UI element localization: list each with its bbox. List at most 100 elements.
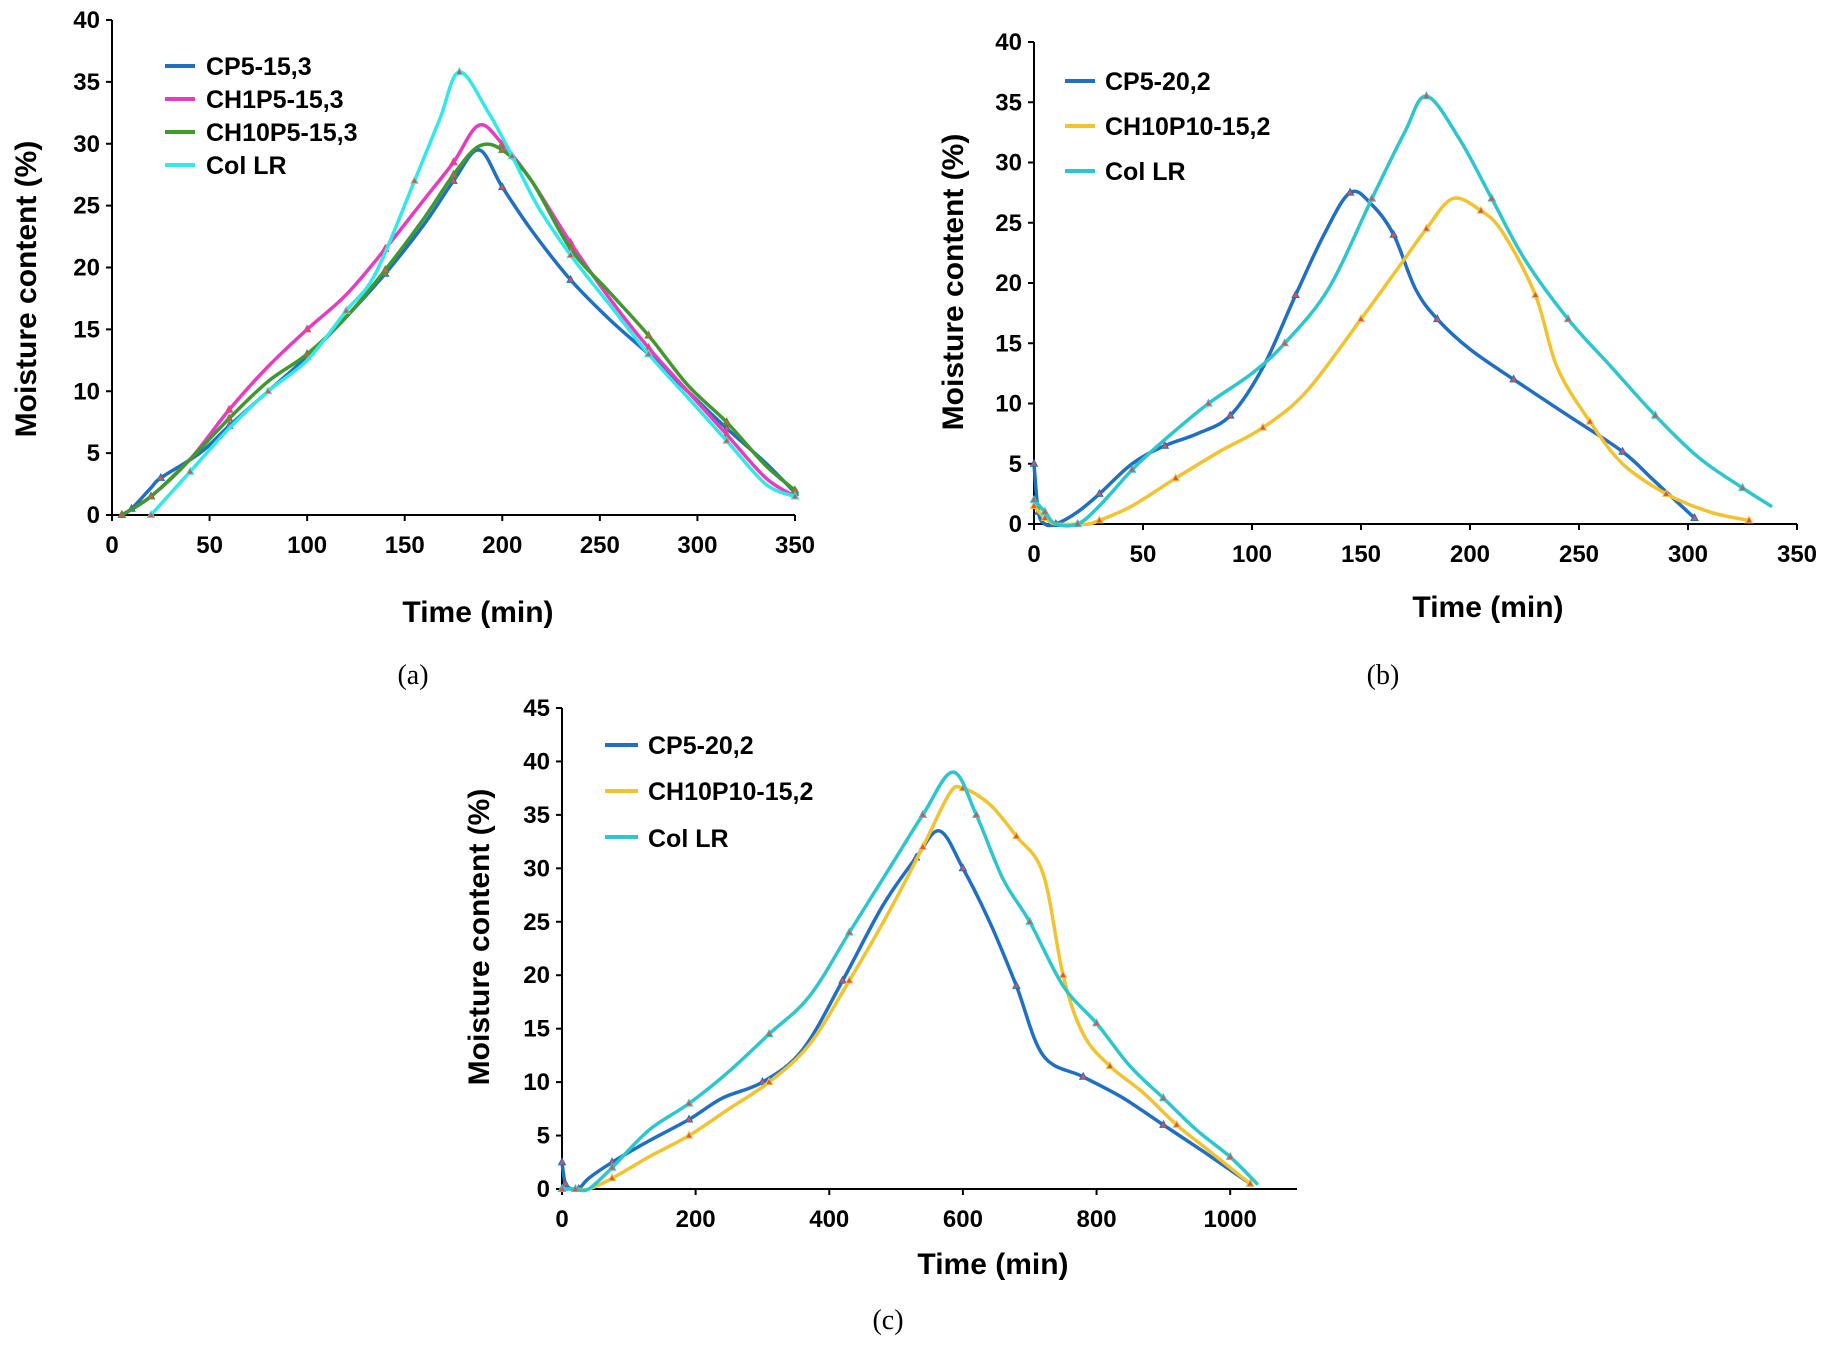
- chart-c-x-tick-label: 1000: [1203, 1206, 1256, 1233]
- chart-b-y-tick-label: 30: [995, 150, 1022, 177]
- chart-c-data-point: [1159, 1093, 1168, 1102]
- chart-c-y-tick-label: 45: [523, 695, 550, 722]
- chart-c-data-point: [844, 975, 854, 984]
- chart-c-data-point: [557, 1183, 567, 1192]
- chart-b-series-line-1: [1032, 189, 1697, 528]
- chart-a-data-point: [156, 472, 166, 481]
- chart-a-x-tick-label: 0: [105, 532, 118, 559]
- chart-a-data-point: [722, 417, 732, 426]
- chart-a-x-tick-label: 200: [482, 532, 522, 559]
- chart-panel-a: Time (min) Moisture content (%) (a) CP5-…: [10, 7, 815, 691]
- chart-a-legend-label-2: CH1P5-15,3: [206, 86, 344, 114]
- chart-a-series-line-2: [120, 122, 797, 517]
- chart-c-x-tick-label: 600: [943, 1206, 983, 1233]
- chart-c-legend-label-2: CH10P10-15,2: [648, 778, 813, 806]
- chart-a-x-tick-label: 50: [196, 532, 223, 559]
- chart-c-data-point: [607, 1162, 617, 1171]
- chart-c-y-tick-label: 40: [523, 748, 550, 775]
- chart-b-data-point: [1225, 410, 1235, 419]
- chart-c-data-point: [1225, 1151, 1235, 1160]
- chart-a-legend-label-1: CP5-15,3: [206, 53, 312, 81]
- chart-b-data-point: [1531, 290, 1540, 299]
- chart-a-x-tick-label: 350: [775, 532, 815, 559]
- chart-a-series-line-3: [120, 142, 797, 517]
- chart-b-data-point: [1744, 515, 1754, 524]
- chart-a-x-tick-label: 150: [385, 532, 425, 559]
- chart-b-ylabel: Moisture content (%): [937, 134, 970, 431]
- chart-b-y-tick-label: 10: [995, 391, 1022, 418]
- chart-b-data-point: [1204, 398, 1213, 407]
- chart-c-data-point: [684, 1114, 694, 1123]
- chart-a-data-point: [449, 169, 458, 178]
- chart-a-y-tick-label: 10: [73, 378, 100, 405]
- chart-a-y-tick-label: 0: [87, 502, 100, 529]
- chart-c-y-tick-label: 25: [523, 909, 550, 936]
- chart-c-data-point: [1172, 1119, 1182, 1128]
- chart-b-data-point: [1280, 338, 1290, 347]
- chart-a-series-line-1: [120, 148, 797, 517]
- chart-a-legend-label-3: CH10P5-15,3: [206, 119, 357, 147]
- chart-c-data-point: [971, 809, 981, 818]
- chart-a-y-tick-label: 30: [73, 131, 100, 158]
- chart-b-data-point: [1422, 223, 1431, 232]
- chart-c-data-point: [918, 841, 928, 850]
- chart-c-data-point: [764, 1028, 774, 1037]
- chart-b-data-point: [1432, 314, 1442, 323]
- chart-c-data-point: [571, 1183, 580, 1192]
- chart-b-series-line-2: [1032, 196, 1751, 527]
- chart-c-y-tick-label: 20: [523, 962, 550, 989]
- chart-c-y-tick-label: 5: [537, 1123, 550, 1150]
- chart-a-data-point: [507, 151, 517, 160]
- chart-c-data-point: [918, 809, 928, 818]
- chart-c-x-tick-label: 0: [555, 1206, 568, 1233]
- chart-b-data-point: [1509, 374, 1518, 383]
- chart-c-data-point: [1058, 970, 1068, 979]
- chart-a-data-point: [146, 491, 156, 500]
- chart-b-legend-label-3: Col LR: [1105, 158, 1186, 186]
- chart-c-data-point: [560, 1178, 570, 1187]
- chart-a-x-tick-label: 100: [287, 532, 327, 559]
- chart-b-data-point: [1389, 229, 1399, 238]
- chart-a-data-point: [497, 182, 507, 191]
- chart-b-data-point: [1661, 488, 1671, 497]
- chart-b-y-tick-label: 25: [995, 210, 1022, 237]
- chart-a-data-point: [449, 157, 458, 166]
- chart-a-data-point: [224, 413, 234, 422]
- chart-c-data-point: [557, 1157, 567, 1166]
- chart-c-y-tick-label: 30: [523, 855, 550, 882]
- chart-c-data-point: [838, 975, 847, 984]
- chart-a-xlabel: Time (min): [402, 596, 553, 629]
- chart-b-data-point: [1563, 314, 1573, 323]
- chart-a-y-tick-label: 20: [73, 255, 100, 282]
- chart-c-data-point: [1159, 1119, 1168, 1128]
- chart-c-data-point: [1092, 1018, 1101, 1027]
- chart-c-data-point: [758, 1077, 767, 1086]
- chart-b-data-point: [1258, 422, 1268, 431]
- chart-a-data-point: [146, 509, 156, 518]
- chart-b-y-tick-label: 35: [995, 89, 1022, 116]
- chart-b-data-point: [1690, 512, 1699, 521]
- chart-a-y-tick-label: 15: [73, 316, 100, 343]
- chart-b-x-tick-label: 100: [1232, 541, 1272, 568]
- chart-a-data-point: [341, 305, 351, 314]
- chart-a-data-point: [722, 435, 732, 444]
- chart-a-data-point: [185, 466, 195, 475]
- chart-c-legend-label-1: CP5-20,2: [648, 732, 754, 760]
- chart-c-data-point: [607, 1173, 617, 1182]
- chart-c-data-point: [1012, 980, 1021, 989]
- chart-b-y-tick-label: 15: [995, 330, 1022, 357]
- chart-a-data-point: [302, 349, 312, 358]
- chart-a-data-point: [380, 264, 390, 273]
- chart-a-data-point: [410, 175, 419, 184]
- chart-c-x-tick-label: 200: [676, 1206, 716, 1233]
- chart-a-data-point: [497, 144, 507, 153]
- chart-b-data-point: [1356, 314, 1366, 323]
- chart-c-data-point: [1025, 916, 1035, 925]
- chart-a-legend-label-4: Col LR: [206, 152, 287, 180]
- chart-b-x-tick-label: 250: [1559, 541, 1599, 568]
- chart-b-data-point: [1160, 440, 1170, 449]
- chart-c-data-point: [1078, 1071, 1088, 1080]
- chart-b-data-point: [1029, 500, 1039, 509]
- chart-b-data-point: [1095, 515, 1104, 524]
- chart-b-data-point: [1476, 205, 1486, 214]
